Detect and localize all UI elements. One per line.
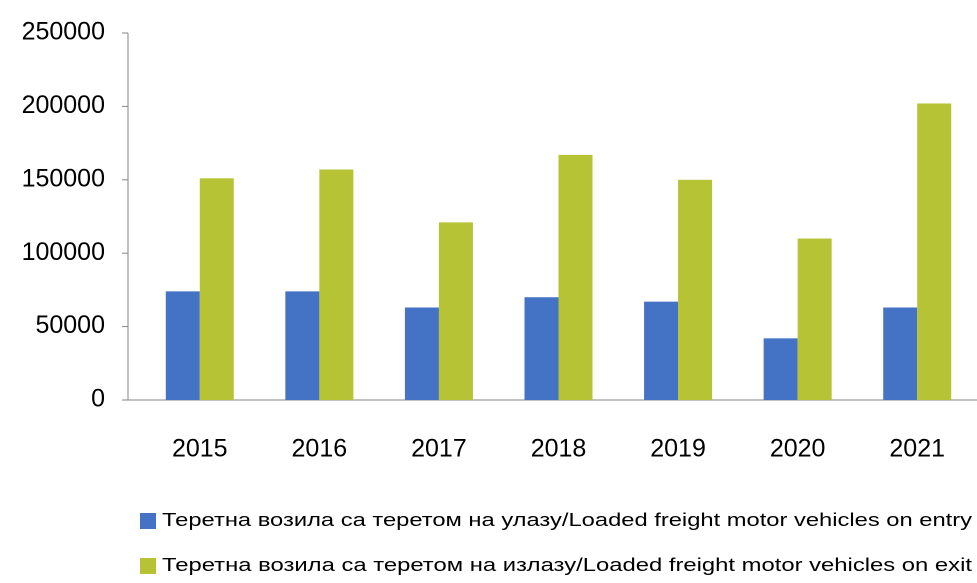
y-tick-label: 200000 (22, 91, 105, 119)
x-tick-label: 2015 (172, 435, 228, 463)
legend-label: Теретна возила са теретом на улазу/Loade… (162, 510, 972, 530)
legend-label: Теретна возила са теретом на излазу/Load… (162, 555, 972, 575)
x-tick-label: 2019 (650, 435, 706, 463)
bar (199, 178, 234, 400)
y-tick-label: 100000 (22, 238, 105, 266)
y-tick-label: 150000 (22, 164, 105, 192)
x-tick-label: 2016 (292, 435, 348, 463)
bar (797, 238, 832, 400)
y-tick-label: 250000 (22, 18, 105, 46)
x-tick-label: 2017 (411, 435, 467, 463)
x-tick-label: 2021 (889, 435, 945, 463)
x-tick-label: 2020 (770, 435, 826, 463)
bar (917, 103, 952, 401)
bar (285, 291, 320, 400)
legend-swatch (140, 558, 156, 574)
bar (319, 169, 354, 400)
bar (678, 179, 713, 400)
y-tick-label: 50000 (35, 311, 105, 339)
bar (883, 307, 918, 400)
bar (644, 301, 679, 400)
bar (558, 154, 593, 400)
bar (165, 291, 200, 400)
bar (763, 338, 798, 400)
bar (524, 297, 559, 400)
x-tick-label: 2018 (531, 435, 587, 463)
bar (438, 222, 473, 400)
legend-swatch (140, 513, 156, 529)
bar (404, 307, 439, 400)
y-tick-label: 0 (91, 385, 105, 413)
